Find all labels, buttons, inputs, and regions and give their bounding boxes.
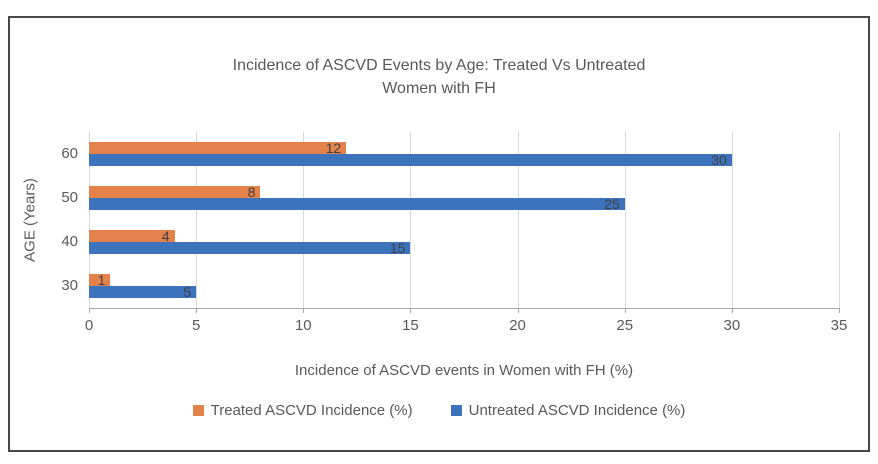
x-gridline bbox=[410, 132, 412, 308]
untreated-bar-30 bbox=[89, 286, 197, 298]
legend: Treated ASCVD Incidence (%) Untreated ASC… bbox=[0, 402, 878, 419]
bar-value-label: 4 bbox=[161, 228, 170, 244]
x-tick-label: 35 bbox=[830, 317, 848, 334]
legend-swatch-icon bbox=[450, 405, 462, 416]
treated-bar-60 bbox=[89, 142, 347, 154]
bar-value-label: 1 bbox=[97, 272, 106, 288]
x-axis-tick bbox=[624, 308, 626, 313]
x-axis-tick bbox=[839, 308, 840, 313]
bar-value-label: 12 bbox=[325, 140, 342, 156]
treated-bar-30 bbox=[89, 274, 111, 286]
x-gridline bbox=[517, 132, 519, 308]
x-tick-label: 10 bbox=[294, 317, 312, 334]
x-tick-label: 5 bbox=[191, 317, 201, 334]
chart-title-line-1: Incidence of ASCVD Events by Age: Treate… bbox=[232, 57, 646, 74]
x-tick-label: 20 bbox=[509, 317, 526, 334]
x-axis-tick bbox=[731, 308, 733, 313]
untreated-bar-60 bbox=[89, 154, 732, 166]
x-gridline bbox=[731, 132, 733, 308]
chart-title: Incidence of ASCVD Events by Age: Treate… bbox=[0, 54, 878, 100]
x-tick-label: 0 bbox=[84, 317, 94, 334]
legend-item-untreated: Untreated ASCVD Incidence (%) bbox=[450, 402, 686, 419]
y-category-label: 40 bbox=[61, 233, 78, 250]
x-gridline bbox=[839, 132, 840, 308]
bar-value-label: 25 bbox=[604, 196, 620, 212]
x-axis-tick bbox=[196, 308, 198, 313]
x-gridline bbox=[196, 132, 198, 308]
untreated-bar-40 bbox=[89, 242, 411, 254]
x-axis-title: Incidence of ASCVD events in Women with … bbox=[294, 362, 634, 379]
legend-item-treated: Treated ASCVD Incidence (%) bbox=[192, 402, 413, 419]
legend-swatch-icon bbox=[192, 405, 204, 416]
legend-label: Treated ASCVD Incidence (%) bbox=[210, 402, 413, 419]
x-axis-tick bbox=[89, 308, 90, 313]
x-tick-label: 15 bbox=[402, 317, 419, 334]
bar-value-label: 30 bbox=[711, 152, 727, 168]
x-axis-tick bbox=[410, 308, 412, 313]
x-gridline bbox=[89, 132, 90, 308]
bar-value-label: 15 bbox=[389, 240, 406, 256]
x-axis-tick bbox=[303, 308, 305, 313]
treated-bar-50 bbox=[89, 186, 261, 198]
bar-value-label: 8 bbox=[247, 184, 256, 200]
legend-label: Untreated ASCVD Incidence (%) bbox=[468, 402, 686, 419]
untreated-bar-50 bbox=[89, 198, 625, 210]
chart-title-line-2: Women with FH bbox=[382, 80, 496, 97]
y-category-label: 60 bbox=[61, 145, 78, 162]
x-tick-label: 30 bbox=[723, 317, 741, 334]
x-axis-tick bbox=[517, 308, 519, 313]
x-gridline bbox=[303, 132, 305, 308]
x-gridline bbox=[624, 132, 626, 308]
x-tick-label: 25 bbox=[616, 317, 634, 334]
y-category-label: 30 bbox=[61, 277, 78, 294]
bar-value-label: 5 bbox=[183, 284, 192, 300]
y-category-label: 50 bbox=[61, 189, 78, 206]
treated-bar-40 bbox=[89, 230, 175, 242]
x-axis-line bbox=[89, 308, 840, 309]
